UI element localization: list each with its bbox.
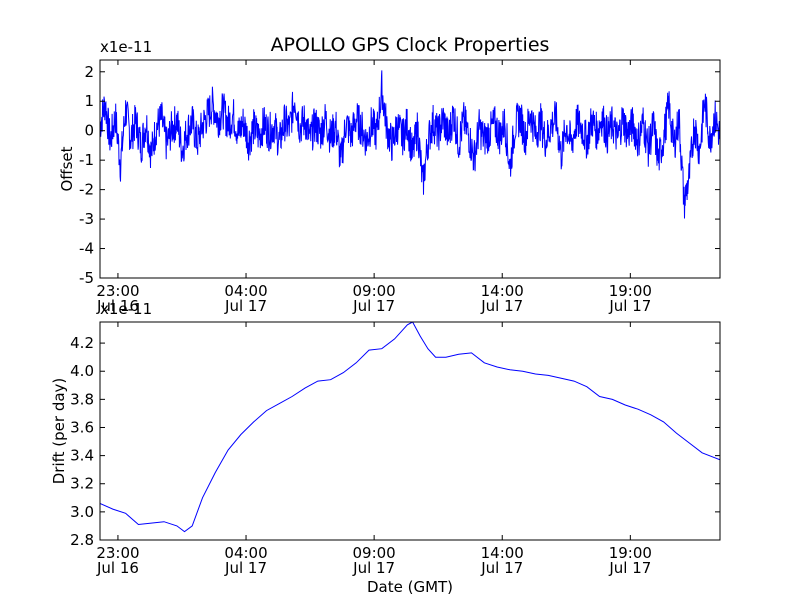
plot-frame (99, 59, 721, 279)
series-line (100, 322, 720, 533)
y-multiplier-label: x1e-11 (100, 300, 152, 318)
y-tick-label: -3 (79, 210, 94, 228)
x-tick-label: 19:00 (609, 544, 652, 562)
y-tick-label: 2 (84, 63, 94, 81)
y-tick-label: 3.2 (70, 475, 94, 493)
x-tick-date-label: Jul 17 (224, 297, 267, 315)
y-tick-label: 4.0 (70, 362, 94, 380)
x-axis-label: Date (GMT) (367, 578, 453, 596)
x-tick-date-label: Jul 17 (480, 297, 523, 315)
y-multiplier-label: x1e-11 (100, 38, 152, 56)
y-tick-label: 2.8 (70, 531, 94, 549)
x-tick-date-label: Jul 17 (224, 559, 267, 577)
x-tick-label: 04:00 (224, 544, 267, 562)
y-tick-label: 3.0 (70, 503, 94, 521)
y-tick-label: 3.6 (70, 418, 94, 436)
y-tick-label: -5 (79, 269, 94, 287)
plot-frame (99, 321, 721, 541)
x-tick-label: 04:00 (224, 282, 267, 300)
x-tick-label: 09:00 (353, 282, 396, 300)
x-tick-date-label: Jul 17 (608, 297, 651, 315)
y-tick-label: 1 (84, 92, 94, 110)
y-tick-label: -1 (79, 151, 94, 169)
x-tick-label: 23:00 (96, 282, 139, 300)
x-tick-date-label: Jul 17 (480, 559, 523, 577)
x-tick-date-label: Jul 17 (352, 297, 395, 315)
figure-title: APOLLO GPS Clock Properties (271, 34, 550, 56)
x-tick-label: 14:00 (481, 282, 524, 300)
y-tick-label: 3.8 (70, 390, 94, 408)
x-tick-date-label: Jul 17 (608, 559, 651, 577)
series-line (100, 70, 720, 219)
x-tick-date-label: Jul 17 (352, 559, 395, 577)
x-tick-date-label: Jul 16 (96, 297, 139, 315)
x-tick-label: 19:00 (609, 282, 652, 300)
x-tick-label: 09:00 (353, 544, 396, 562)
y-axis-label: Drift (per day) (50, 378, 68, 485)
y-tick-label: 0 (84, 122, 94, 140)
y-tick-label: 4.2 (70, 334, 94, 352)
y-axis-label: Offset (58, 146, 76, 191)
x-tick-label: 14:00 (481, 544, 524, 562)
y-tick-label: -2 (79, 181, 94, 199)
y-tick-label: 3.4 (70, 447, 94, 465)
x-tick-label: 23:00 (96, 544, 139, 562)
y-tick-label: -4 (79, 240, 94, 258)
x-tick-date-label: Jul 16 (96, 559, 139, 577)
